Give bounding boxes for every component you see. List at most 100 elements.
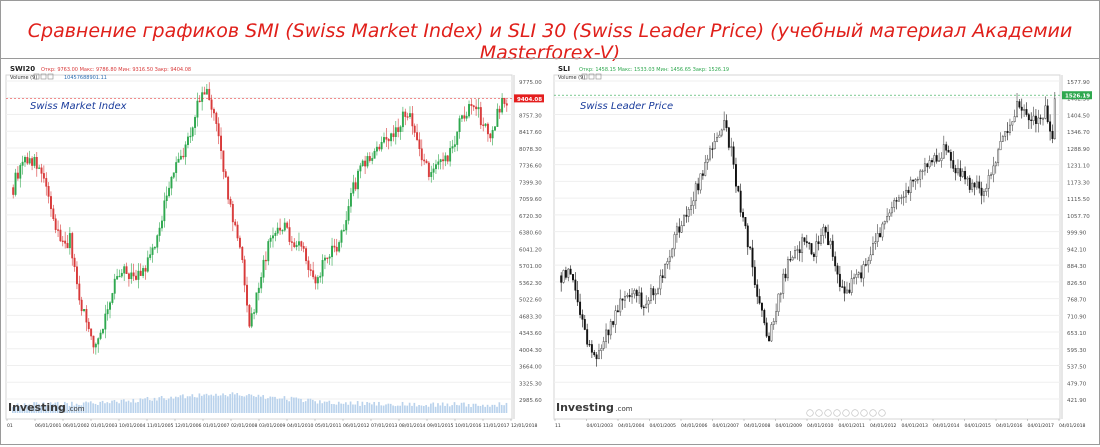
indicator-control-icon[interactable]	[581, 73, 588, 80]
candle-body	[153, 247, 156, 249]
toolbar-button[interactable]	[806, 409, 814, 417]
volume-bar	[144, 398, 146, 413]
volume-bar	[252, 396, 255, 413]
toolbar-button[interactable]	[869, 409, 877, 417]
x-tick-label: 04/01/2017	[1028, 423, 1055, 429]
candle-body	[267, 241, 270, 262]
toolbar-button[interactable]	[815, 409, 823, 417]
y-tick-label: 421.90	[1067, 398, 1087, 404]
toolbar-button[interactable]	[851, 409, 859, 417]
volume-indicator-label: Volume (9)	[10, 75, 37, 81]
toolbar-button[interactable]	[878, 409, 886, 417]
volume-bar	[37, 403, 40, 413]
indicator-control-icon[interactable]	[40, 73, 47, 80]
candle-body	[827, 231, 830, 246]
candle-body	[713, 141, 716, 150]
x-tick-label: 01/01/2007	[203, 423, 230, 429]
candle-body	[175, 162, 178, 173]
candle-body	[867, 260, 870, 266]
volume-bar	[219, 395, 222, 413]
volume-bar	[89, 401, 92, 413]
candle-body	[817, 241, 820, 244]
last-price-value: 9404.08	[517, 97, 542, 103]
volume-bar	[111, 400, 113, 413]
toolbar-button[interactable]	[842, 409, 850, 417]
candle-body	[496, 108, 499, 127]
volume-bar	[222, 393, 224, 413]
candle-body	[321, 259, 324, 277]
candle-body	[394, 127, 397, 137]
candle-body	[1006, 131, 1009, 133]
indicator-control-icon[interactable]	[33, 73, 40, 80]
candle-body	[246, 284, 248, 306]
candle-body	[47, 186, 50, 197]
volume-bar	[394, 406, 397, 413]
candle-body	[201, 92, 204, 102]
y-tick-label: 1115.50	[1067, 197, 1090, 203]
volume-bar	[118, 403, 120, 413]
volume-bar	[281, 398, 283, 413]
volume-bar	[165, 400, 168, 413]
candle-body	[179, 155, 182, 160]
candle-body	[1001, 136, 1004, 142]
volume-bar	[335, 404, 338, 413]
x-tick-label: 04/01/2009	[776, 423, 803, 429]
volume-bar	[356, 401, 359, 413]
x-tick-label: 09/01/2015	[427, 423, 454, 429]
candle-body	[335, 246, 338, 252]
candle-body	[302, 246, 305, 249]
candle-body	[574, 279, 577, 291]
candle-body	[375, 146, 378, 152]
volume-bar	[172, 398, 175, 413]
toolbar-button[interactable]	[860, 409, 868, 417]
y-tick-label: 7399.30	[519, 180, 542, 186]
indicator-control-icon[interactable]	[47, 73, 54, 80]
sli-chart-panel[interactable]: 1577.90 1462.30 1404.50 1346.70 1288.90 1231.…	[550, 61, 1098, 443]
toolbar-button[interactable]	[824, 409, 832, 417]
candle-body	[109, 302, 111, 310]
candle-body	[151, 247, 154, 255]
smi-chart[interactable]: 9775.009098.008757.308417.608078.307736.…	[2, 61, 550, 443]
candle-body	[947, 149, 950, 153]
candle-body	[274, 232, 277, 236]
volume-bar	[316, 403, 319, 413]
indicator-control-icon[interactable]	[595, 73, 602, 80]
candle-body	[253, 312, 256, 314]
candle-body	[701, 173, 704, 176]
volume-bar	[290, 396, 293, 413]
sli-chart[interactable]: 1577.90 1462.30 1404.50 1346.70 1288.90 1231.…	[550, 61, 1098, 443]
candle-body	[942, 144, 945, 159]
candle-body	[347, 206, 350, 221]
candle-body	[983, 191, 985, 196]
chart-toolbar[interactable]	[806, 409, 886, 417]
volume-bar	[359, 405, 361, 413]
candle-body	[635, 290, 638, 296]
y-tick-label: 1231.10	[1067, 164, 1090, 170]
indicator-control-icon[interactable]	[588, 73, 595, 80]
candle-body	[137, 270, 140, 280]
candle-body	[857, 272, 860, 275]
candle-body	[444, 155, 447, 162]
volume-bar	[14, 405, 17, 413]
candle-body	[602, 341, 605, 349]
series-annotation: Swiss Leader Price	[580, 101, 673, 112]
volume-bar	[363, 405, 366, 413]
volume-bar	[482, 404, 484, 413]
candle-body	[498, 108, 501, 113]
candle-body	[595, 354, 598, 360]
candle-body	[768, 335, 770, 342]
candle-body	[678, 226, 681, 233]
volume-bar	[503, 405, 505, 413]
x-tick-label: 03/01/2009	[259, 423, 286, 429]
candle-body	[940, 157, 943, 161]
volume-bar	[26, 404, 28, 413]
y-tick-label: 6720.30	[519, 214, 542, 220]
volume-bar	[430, 403, 432, 413]
candle-body	[380, 141, 383, 150]
smi-chart-panel[interactable]: 9775.009098.008757.308417.608078.307736.…	[2, 61, 550, 443]
candle-body	[328, 256, 331, 259]
toolbar-button[interactable]	[833, 409, 841, 417]
volume-bar	[470, 406, 472, 413]
candle-body	[64, 240, 67, 244]
candle-body	[468, 104, 470, 117]
